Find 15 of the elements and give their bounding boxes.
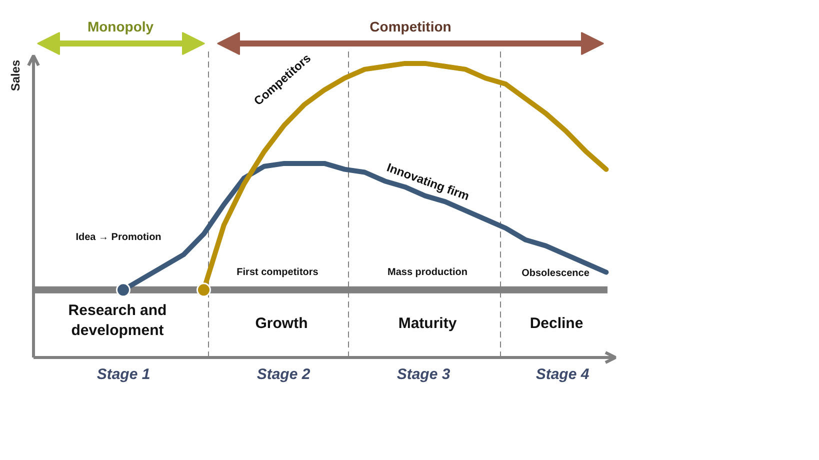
annotation: Maturity [398,315,458,332]
text: Stage 4 [536,366,590,383]
text: Competition [370,18,452,34]
annotation: Obsolescence [522,268,590,279]
annotation: Idea → Promotion [76,232,162,243]
text: Stage 3 [396,366,451,383]
text: Stage 2 [256,366,311,383]
annotation: Decline [530,315,584,332]
annotation: Mass production [388,267,468,278]
text: Monopoly [87,18,154,34]
annotation: Growth [255,315,308,332]
text: Stage 1 [96,366,150,383]
y-axis-title: Sales [8,59,22,92]
annotation: First competitors [236,267,319,278]
annotation: Research and development [68,302,167,339]
